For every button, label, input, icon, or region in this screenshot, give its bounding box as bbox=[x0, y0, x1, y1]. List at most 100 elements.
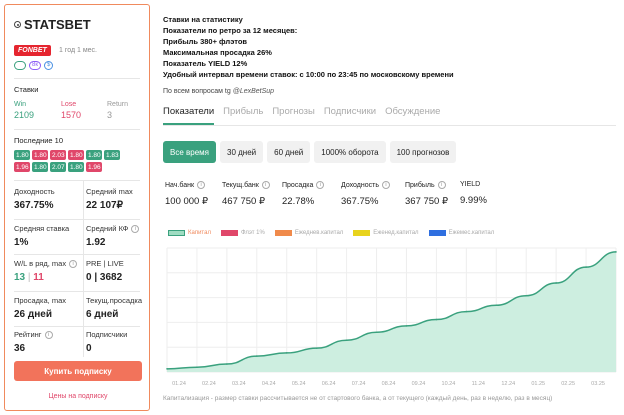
metric-label: Нач.банк bbox=[165, 181, 195, 189]
tab-bar: Показатели Прибыль Прогнозы Подписчики О… bbox=[163, 106, 440, 125]
drawdown-cur-cell: Текущ.просадка 6 дней bbox=[86, 296, 142, 320]
rating-value: 36 bbox=[14, 343, 26, 354]
x-tick-label: 01.24 bbox=[172, 381, 186, 387]
legend-item[interactable]: Капитал bbox=[168, 230, 211, 236]
pre-live-cell: PRE | LIVE 0 | 3682 bbox=[86, 259, 124, 283]
lose-stat: Lose 1570 bbox=[61, 101, 81, 120]
x-tick-label: 03.24 bbox=[232, 381, 246, 387]
metric-yield-percent: Доходность i 367.75% bbox=[341, 181, 421, 207]
avg-coef-value: 1.92 bbox=[86, 237, 106, 248]
return-value: 3 bbox=[107, 110, 113, 120]
avg-coef-header: Средний КФ i bbox=[86, 224, 140, 233]
wl-cell: W/L в ряд, max i 13 | 11 bbox=[14, 259, 78, 283]
description-line: Удобный интервал времени ставок: с 10:00… bbox=[163, 70, 454, 79]
metric-value: 367 750 ₽ bbox=[405, 196, 449, 207]
yield-cell: Доходность 367.75% bbox=[14, 187, 55, 211]
x-tick-label: 06.24 bbox=[322, 381, 336, 387]
avg-coef-cell: Средний КФ i 1.92 bbox=[86, 224, 140, 248]
avg-max-cell: Средний max 22 107₽ bbox=[86, 187, 133, 211]
legend-label: Флэт 1% bbox=[240, 230, 265, 236]
capital-area bbox=[167, 251, 616, 372]
legend-item[interactable]: Ежеднев.капитал bbox=[274, 230, 343, 236]
filter-100-forecasts[interactable]: 100 прогнозов bbox=[389, 141, 457, 163]
chart-footnote: Капитализация - размер ставки рассчитыва… bbox=[163, 395, 553, 402]
last-result-chip: 1.96 bbox=[14, 162, 30, 172]
metric-label: Просадка bbox=[282, 181, 314, 189]
info-icon[interactable]: i bbox=[44, 330, 53, 339]
capital-point bbox=[285, 352, 288, 354]
avg-max-value: 22 107₽ bbox=[86, 200, 123, 211]
subscribers-cell: Подписчики 0 bbox=[86, 330, 127, 354]
metric-value: 9.99% bbox=[460, 195, 487, 206]
tab-discussion[interactable]: Обсуждение bbox=[385, 106, 441, 117]
badge-row: 8к $ bbox=[14, 61, 54, 70]
wl-lose: 11 bbox=[33, 272, 44, 283]
info-icon[interactable]: i bbox=[382, 181, 390, 189]
metric-value: 22.78% bbox=[282, 196, 315, 207]
drawdown-cur-value: 6 дней bbox=[86, 309, 119, 320]
period-filters: Все время 30 дней 60 дней 1000% оборота … bbox=[163, 141, 457, 163]
chart-legend: Капитал Флэт 1% Ежеднев.капитал Еженед.капи… bbox=[168, 230, 494, 236]
legend-item[interactable]: Флэт 1% bbox=[220, 230, 265, 236]
description-line: Ставки на статистику bbox=[163, 15, 243, 24]
strategy-title-text: STATSBET bbox=[24, 17, 91, 32]
filter-30-days[interactable]: 30 дней bbox=[220, 141, 264, 163]
wl-win: 13 bbox=[14, 272, 26, 283]
x-tick-label: 11.24 bbox=[472, 381, 485, 387]
tabs-divider bbox=[163, 125, 616, 126]
last-result-chip: 1.80 bbox=[32, 162, 48, 172]
drawdown-max-value: 26 дней bbox=[14, 309, 52, 320]
legend-label: Еженед.капитал bbox=[373, 230, 419, 236]
last-result-chip: 1.80 bbox=[68, 162, 84, 172]
tab-forecasts[interactable]: Прогнозы bbox=[272, 106, 315, 117]
info-icon[interactable]: i bbox=[69, 259, 78, 268]
wl-label: W/L в ряд, max bbox=[14, 259, 67, 268]
pre-live-label: PRE | LIVE bbox=[86, 259, 124, 268]
subscribers-value: 0 bbox=[86, 343, 92, 354]
drawdown-cur-label: Текущ.просадка bbox=[86, 296, 143, 305]
divider bbox=[14, 180, 140, 181]
win-stat: Win 2109 bbox=[14, 101, 34, 120]
tab-indicators[interactable]: Показатели bbox=[163, 106, 215, 125]
currency-badge: $ bbox=[43, 61, 54, 70]
wl-value: 13 | 11 bbox=[14, 272, 77, 283]
telegram-handle[interactable]: @LexBetSup bbox=[232, 88, 275, 95]
avg-stake-value: 1% bbox=[14, 237, 29, 248]
metric-label: YIELD bbox=[460, 181, 481, 188]
info-icon[interactable]: i bbox=[261, 181, 270, 189]
wl-separator: | bbox=[25, 272, 34, 283]
last-result-chip: 1.80 bbox=[32, 150, 48, 160]
strategy-card: STATSBET FONBET 1 год 1 мес. 8к $ Ставки… bbox=[4, 4, 150, 411]
capital-point bbox=[495, 304, 498, 307]
win-label: Win bbox=[14, 101, 27, 108]
rating-cell: Рейтинг i 36 bbox=[14, 330, 53, 354]
strategy-title[interactable]: STATSBET bbox=[14, 17, 91, 32]
avg-max-label: Средний max bbox=[86, 187, 133, 196]
subscribers-label: Подписчики bbox=[86, 330, 128, 339]
buy-subscription-button[interactable]: Купить подписку bbox=[14, 361, 142, 381]
legend-item[interactable]: Ежемес.капитал bbox=[428, 230, 494, 236]
info-icon[interactable]: i bbox=[437, 181, 446, 189]
capital-point bbox=[315, 347, 318, 349]
filter-60-days[interactable]: 60 дней bbox=[267, 141, 311, 163]
filter-all-time[interactable]: Все время bbox=[163, 141, 216, 163]
return-stat: Return 3 bbox=[107, 101, 128, 120]
tab-profit[interactable]: Прибыль bbox=[223, 106, 264, 117]
info-icon[interactable]: i bbox=[131, 224, 140, 233]
info-icon[interactable]: i bbox=[197, 181, 206, 189]
last-ten-list: 1.80 1.80 2.03 1.80 1.80 1.83 1.96 1.80 2.07 1.80… bbox=[14, 150, 132, 172]
last-result-chip: 1.80 bbox=[86, 150, 102, 160]
x-tick-label: 09.24 bbox=[412, 381, 426, 387]
filter-1000-turnover[interactable]: 1000% оборота bbox=[314, 141, 386, 163]
bookmaker-logo: FONBET bbox=[14, 45, 51, 56]
x-tick-label: 08.24 bbox=[382, 381, 396, 387]
description-line: Показатели по ретро за 12 месяцев: bbox=[163, 26, 298, 35]
info-icon[interactable]: i bbox=[316, 181, 325, 189]
subscription-prices-link[interactable]: Цены на подписку bbox=[48, 393, 108, 400]
divider bbox=[14, 291, 140, 292]
legend-item[interactable]: Еженед.капитал bbox=[353, 230, 419, 236]
grid-divider bbox=[83, 180, 84, 357]
target-icon bbox=[14, 21, 21, 28]
tab-subscribers[interactable]: Подписчики bbox=[323, 106, 377, 117]
metric-start-bank: Нач.банк i 100 000 ₽ bbox=[165, 181, 245, 207]
